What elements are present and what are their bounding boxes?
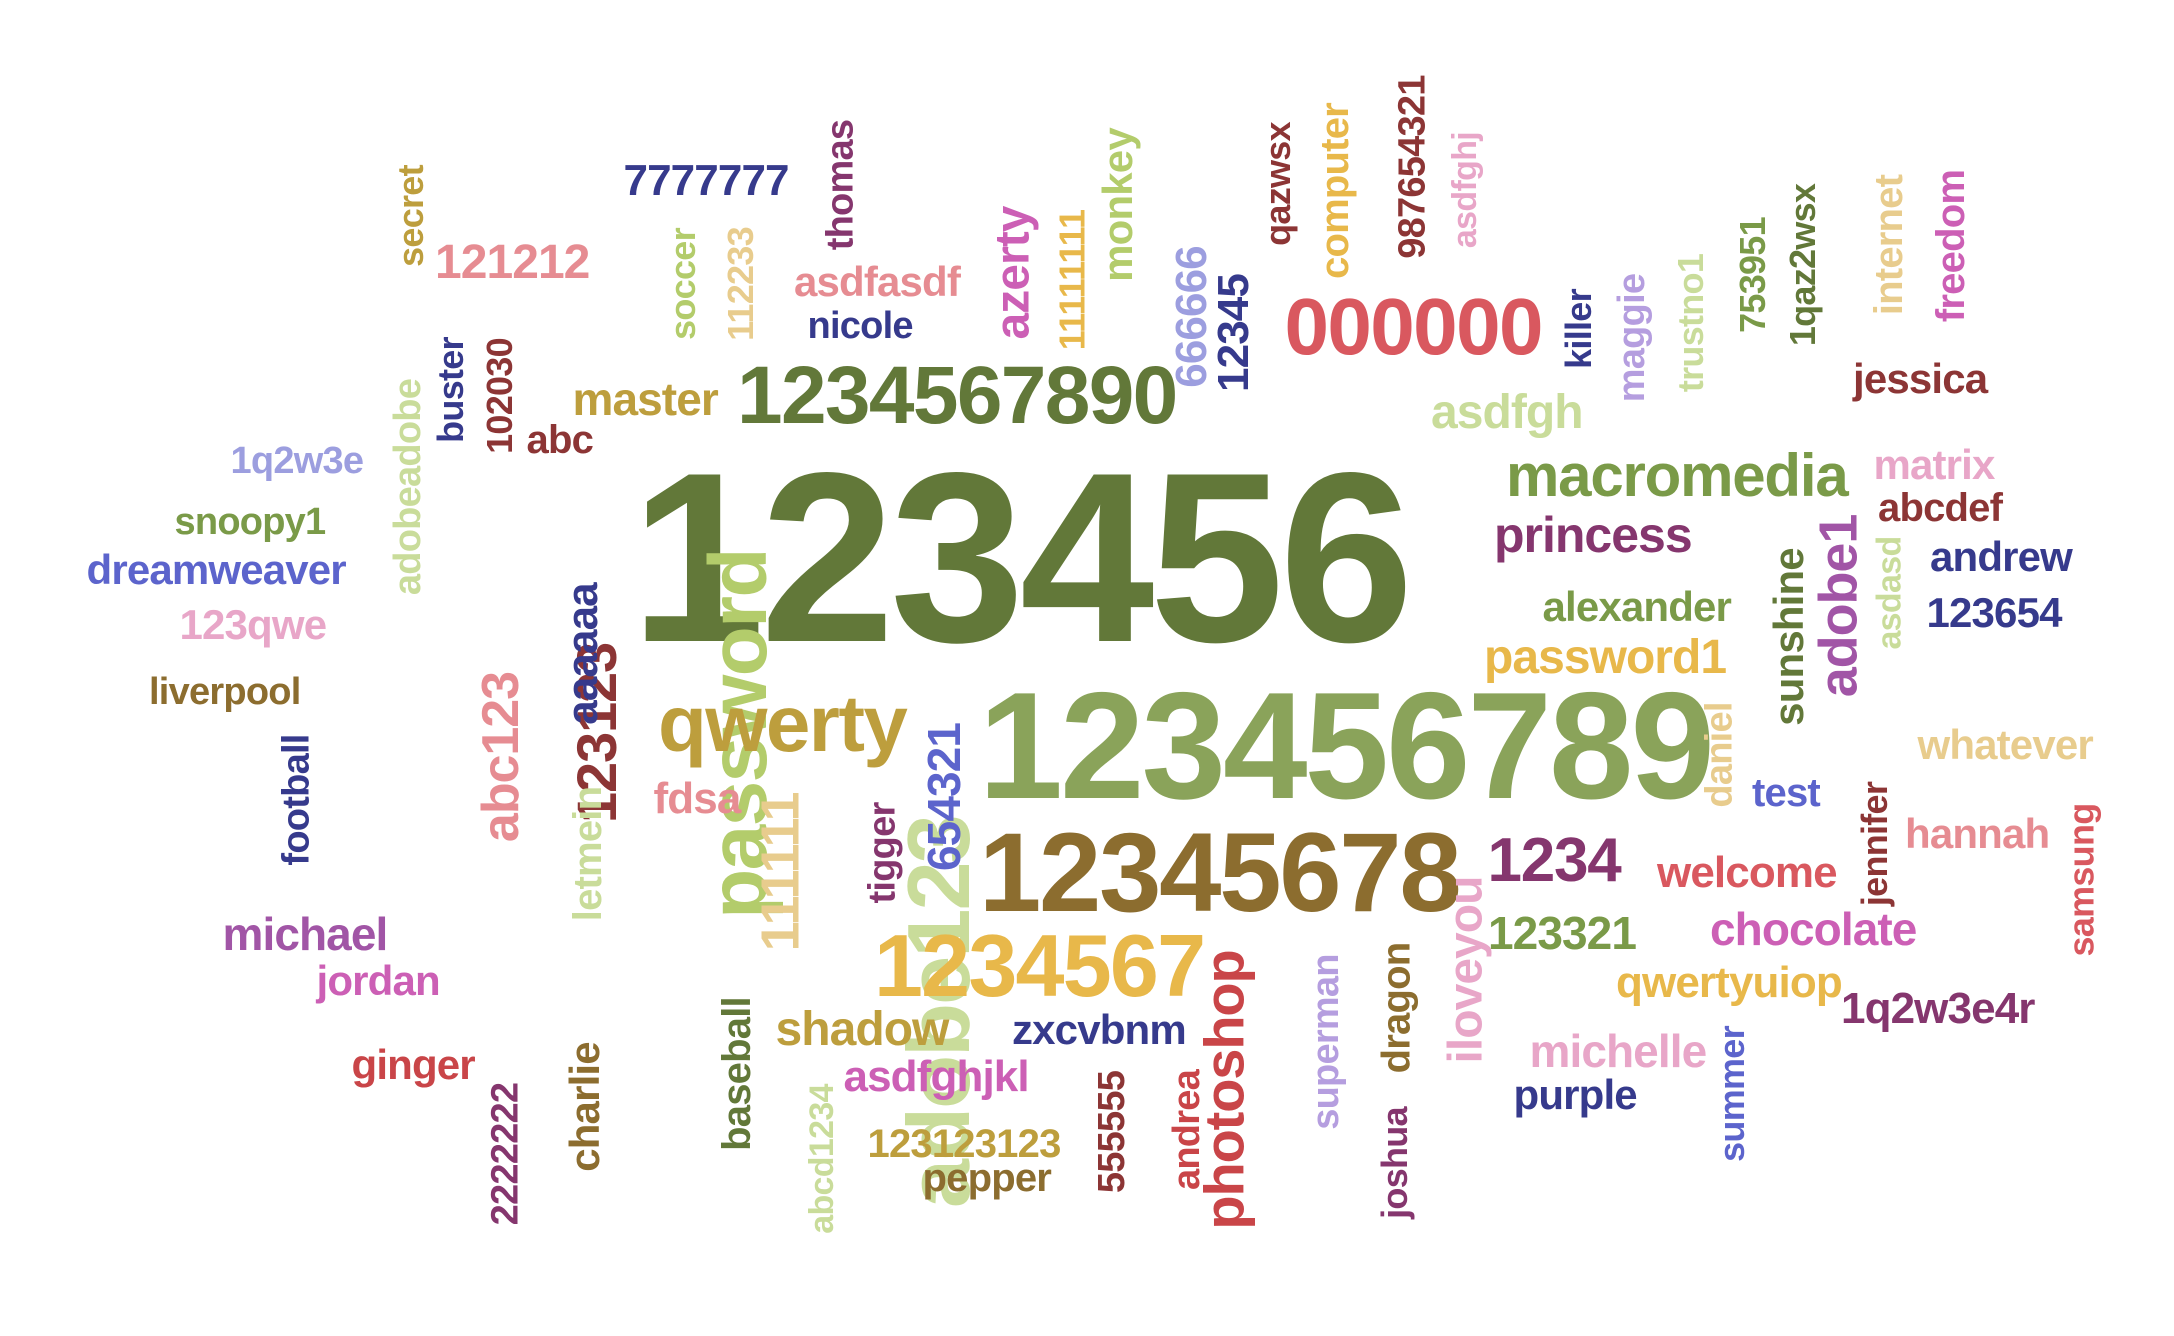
w-1234: 1234	[1487, 826, 1622, 895]
w-1q2w3e: 1q2w3e	[230, 440, 365, 482]
w-andrea: andrea	[1166, 1069, 1209, 1191]
w-abc123: abc123	[472, 671, 531, 843]
w-letmein: letmein	[566, 786, 611, 922]
w-whatever: whatever	[1917, 721, 2094, 768]
w-michael: michael	[222, 908, 389, 960]
w-987654321: 987654321	[1391, 75, 1434, 259]
w-asdasd: asdasd	[1870, 536, 1909, 650]
w-master: master	[572, 373, 719, 425]
w-buster: buster	[429, 337, 471, 443]
w-azerty: azerty	[986, 206, 1039, 340]
w-7777777: 7777777	[623, 156, 790, 205]
w-123456789: 123456789	[978, 661, 1716, 831]
w-753951: 753951	[1731, 217, 1773, 333]
w-123qwe: 123qwe	[179, 601, 328, 648]
w-samsung: samsung	[2060, 803, 2102, 957]
w-football: football	[275, 734, 318, 866]
w-chocolate: chocolate	[1710, 903, 1917, 955]
w-princess: princess	[1494, 507, 1693, 563]
w-matrix: matrix	[1873, 441, 1996, 488]
w-secret: secret	[389, 165, 431, 267]
w-computer: computer	[1312, 103, 1357, 279]
w-1234567: 1234567	[874, 916, 1206, 1015]
w-killer: killer	[1557, 289, 1599, 369]
w-sunshine: sunshine	[1764, 548, 1812, 726]
w-abc: abc	[526, 418, 594, 462]
w-liverpool: liverpool	[149, 671, 301, 713]
w-dragon: dragon	[1373, 942, 1418, 1074]
w-maggie: maggie	[1611, 273, 1654, 403]
w-dreamweaver: dreamweaver	[86, 546, 347, 593]
w-nicole: nicole	[807, 305, 914, 347]
w-test: test	[1752, 771, 1821, 815]
w-000000: 000000	[1284, 282, 1544, 371]
w-asdfghjkl: asdfghjkl	[843, 1052, 1030, 1101]
w-password1: password1	[1484, 631, 1727, 684]
w-121212: 121212	[435, 236, 590, 289]
w-123123123: 123123123	[867, 1122, 1062, 1166]
w-michelle: michelle	[1529, 1025, 1708, 1077]
w-trustno1: trustno1	[1670, 253, 1712, 393]
w-charlie: charlie	[560, 1042, 608, 1172]
w-qwertyuiop: qwertyuiop	[1616, 958, 1843, 1007]
w-pepper: pepper	[922, 1156, 1052, 1200]
w-fdsa: fdsa	[653, 774, 742, 823]
w-abcd1234: abcd1234	[802, 1084, 841, 1234]
w-102030: 102030	[478, 338, 520, 454]
w-ginger: ginger	[351, 1041, 476, 1088]
w-111111: 111111	[749, 792, 810, 952]
w-1q2w3e4r: 1q2w3e4r	[1841, 984, 2035, 1033]
w-internet: internet	[1867, 174, 1912, 316]
w-iloveyou: iloveyou	[1439, 876, 1493, 1064]
w-joshua: joshua	[1373, 1107, 1415, 1219]
w-654321: 654321	[917, 723, 970, 871]
w-alexander: alexander	[1542, 583, 1732, 630]
w-qwerty: qwerty	[658, 679, 908, 768]
w-123456: 123456	[630, 423, 1414, 693]
w-monkey: monkey	[1093, 128, 1141, 282]
w-summer: summer	[1710, 1026, 1752, 1162]
w-adobe1: adobe1	[1807, 514, 1868, 698]
w-purple: purple	[1513, 1071, 1638, 1118]
w-1234567890: 1234567890	[737, 350, 1178, 441]
w-hannah: hannah	[1905, 810, 2050, 857]
w-asdfasdf: asdfasdf	[794, 258, 961, 305]
w-123321: 123321	[1488, 907, 1637, 959]
w-555555: 555555	[1091, 1070, 1134, 1194]
w-adobeadobe: adobeadobe	[387, 378, 430, 596]
w-12345678: 12345678	[979, 810, 1462, 935]
w-daniel: daniel	[1698, 702, 1741, 808]
w-12345: 12345	[1208, 274, 1258, 392]
w-aaaaaa: aaaaaa	[557, 583, 607, 725]
w-snoopy1: snoopy1	[174, 501, 327, 543]
w-andrew: andrew	[1930, 533, 2073, 580]
w-abcdef: abcdef	[1878, 486, 2003, 530]
w-welcome: welcome	[1657, 848, 1838, 897]
w-tigger: tigger	[861, 802, 903, 904]
w-jennifer: jennifer	[1854, 781, 1896, 907]
w-thomas: thomas	[818, 119, 861, 251]
w-asdfgh: asdfgh	[1431, 386, 1584, 439]
w-666666: 666666	[1166, 246, 1216, 388]
w-asdfghj: asdfghj	[1446, 131, 1485, 249]
w-soccer: soccer	[661, 228, 703, 340]
w-macromedia: macromedia	[1506, 442, 1849, 509]
w-jordan: jordan	[316, 957, 441, 1004]
w-shadow: shadow	[775, 1003, 950, 1056]
w-123654: 123654	[1926, 589, 2063, 636]
w-2222222: 2222222	[483, 1082, 526, 1226]
w-baseball: baseball	[714, 997, 759, 1151]
w-qazwsx: qazwsx	[1256, 122, 1298, 246]
w-superman: superman	[1304, 954, 1347, 1130]
w-1qaz2wsx: 1qaz2wsx	[1782, 183, 1824, 347]
w-11111111: 11111111	[1050, 209, 1092, 351]
w-jessica: jessica	[1853, 355, 1988, 402]
w-zxcvbnm: zxcvbnm	[1012, 1006, 1187, 1053]
w-freedom: freedom	[1929, 169, 1974, 323]
w-112233: 112233	[719, 227, 761, 341]
